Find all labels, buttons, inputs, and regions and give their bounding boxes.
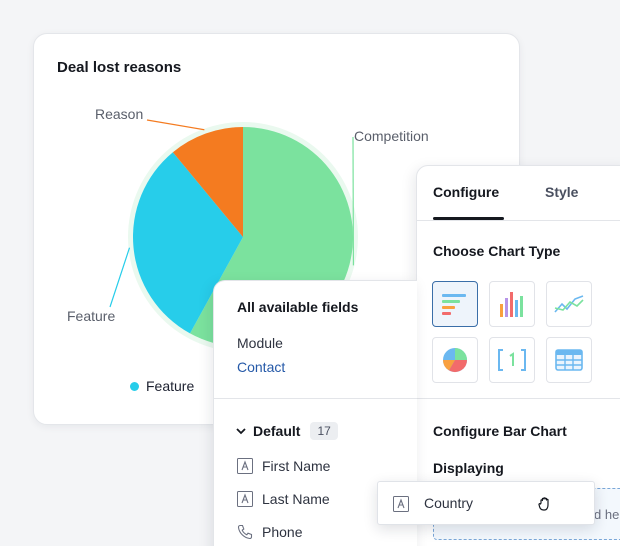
legend-label: Feature (146, 378, 195, 394)
field-last-name[interactable]: Last Name (236, 490, 330, 507)
section-divider (417, 398, 620, 399)
line-chart-type-button[interactable] (546, 281, 592, 327)
tab-style[interactable]: Style (545, 184, 579, 200)
text-field-icon (392, 495, 409, 512)
module-label: Module (237, 335, 283, 351)
line-chart-icon (554, 295, 584, 313)
pie-label-reason: Reason (95, 106, 143, 122)
pie-chart-type-button[interactable] (432, 337, 478, 383)
tab-configure[interactable]: Configure (433, 184, 500, 200)
pie-slice-feature[interactable] (133, 152, 243, 334)
available-fields-title: All available fields (237, 299, 359, 315)
number-chart-type-button[interactable] (489, 337, 535, 383)
leader-line-reason (146, 119, 205, 131)
column-chart-icon (500, 292, 523, 317)
field-label: First Name (262, 457, 331, 474)
column-chart-type-button[interactable] (489, 281, 535, 327)
table-chart-icon (555, 349, 583, 371)
pie-chart-icon (443, 348, 467, 373)
panel-tabs: Configure Style (417, 166, 620, 221)
module-select[interactable]: Contact (237, 359, 286, 375)
field-first-name[interactable]: First Name (236, 457, 330, 474)
field-label: Phone (262, 523, 303, 540)
phone-icon (236, 523, 253, 540)
text-field-icon (236, 490, 253, 507)
grab-cursor-icon (536, 494, 556, 519)
chevron-down-icon (236, 428, 246, 435)
pie-label-competition: Competition (354, 128, 429, 144)
field-group-label: Default (253, 423, 301, 439)
field-phone[interactable]: Phone (236, 523, 302, 540)
table-chart-type-button[interactable] (546, 337, 592, 383)
displaying-label: Displaying (433, 460, 504, 476)
chart-title: Deal lost reasons (57, 59, 182, 76)
dragged-field-chip[interactable]: Country (377, 481, 595, 525)
chart-legend: Feature (130, 378, 194, 394)
number-chart-icon (498, 349, 526, 371)
bar-chart-type-button[interactable] (432, 281, 478, 327)
leader-line-feature (109, 247, 131, 308)
bar-chart-icon (442, 294, 466, 315)
pie-slice-reason[interactable] (172, 127, 243, 237)
configure-bar-chart-title: Configure Bar Chart (433, 423, 567, 439)
pie-label-feature: Feature (67, 308, 115, 324)
active-tab-indicator (433, 217, 504, 220)
field-group-default[interactable]: Default 17 (235, 422, 338, 440)
choose-chart-type-title: Choose Chart Type (433, 243, 561, 259)
drop-zone-hint: d he (594, 507, 620, 522)
legend-dot (130, 381, 139, 391)
text-field-icon (236, 457, 253, 474)
field-label: Last Name (262, 490, 330, 507)
field-group-count: 17 (310, 422, 338, 440)
fields-divider (214, 398, 417, 399)
dragged-field-label: Country (424, 495, 474, 511)
